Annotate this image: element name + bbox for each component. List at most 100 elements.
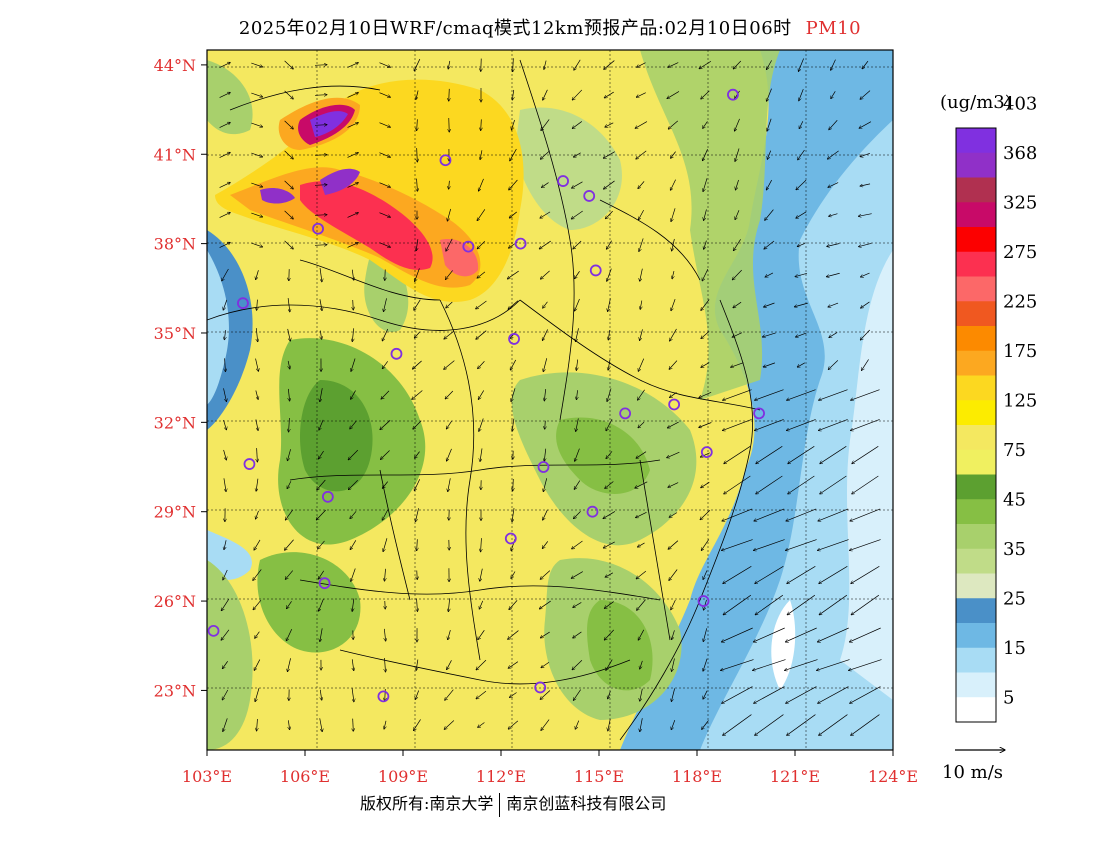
wind-arrow — [640, 688, 643, 702]
wind-arrow — [860, 272, 870, 277]
wind-arrow — [787, 714, 816, 736]
wind-arrow — [318, 540, 325, 549]
wind-arrow — [672, 658, 675, 671]
wind-arrow — [574, 480, 581, 490]
wind-arrow — [669, 512, 678, 518]
wind-arrow — [379, 152, 390, 158]
wind-arrow — [444, 360, 455, 370]
wind-arrow — [640, 718, 643, 732]
wind-arrow — [317, 479, 326, 490]
wind-arrow — [755, 714, 784, 736]
colorbar-swatch — [956, 672, 996, 698]
wind-arrow — [753, 627, 785, 642]
taiwan — [771, 600, 796, 690]
wind-arrow — [752, 659, 786, 671]
footer-right: 南京创蓝科技有限公司 — [506, 794, 667, 813]
wind-arrow — [798, 58, 804, 72]
wind-arrow — [219, 92, 231, 98]
green-south-east-dark — [587, 600, 653, 691]
wind-arrow — [606, 418, 613, 431]
lat-label: 35°N — [154, 324, 196, 343]
wind-arrow — [319, 419, 324, 430]
wind-arrow — [636, 150, 647, 159]
wind-arrow — [288, 360, 290, 369]
wind-arrow — [603, 151, 615, 159]
wind-arrow — [754, 419, 784, 430]
wind-arrow — [635, 512, 647, 517]
wind-arrow — [797, 243, 805, 246]
wind-arrow — [254, 539, 261, 550]
station-marker — [586, 505, 599, 518]
wind-arrow — [704, 240, 707, 250]
wind-arrow — [478, 630, 485, 640]
colorbar-swatch — [956, 548, 996, 574]
wind-arrow — [849, 539, 881, 551]
wind-arrow — [540, 631, 550, 638]
wind-arrow — [320, 689, 321, 700]
wind-arrow — [446, 301, 453, 308]
wind-arrow — [818, 419, 848, 430]
wind-arrow — [735, 148, 740, 161]
wind-arrow — [223, 569, 228, 580]
footer-separator — [499, 792, 501, 817]
wind-arrow — [637, 389, 645, 400]
wind-arrow — [319, 299, 322, 310]
wind-arrow — [701, 362, 710, 368]
wind-arrow — [347, 243, 359, 248]
wind-arrow — [828, 182, 839, 188]
wind-arrow — [817, 627, 849, 642]
wind-arrow — [509, 179, 518, 190]
wind-arrow — [668, 120, 679, 129]
wind-arrow — [347, 63, 359, 68]
wind-arrow — [734, 118, 740, 131]
wind-arrow — [819, 594, 848, 615]
colorbar-swatch — [956, 623, 996, 649]
wind-arrow — [756, 446, 783, 463]
wind-arrow — [347, 213, 359, 218]
wind-arrow — [381, 390, 390, 399]
wind-arrow — [702, 268, 709, 281]
wind-arrow — [608, 329, 609, 340]
wind-arrow — [284, 60, 294, 69]
wind-arrow — [477, 271, 486, 278]
wind-arrow — [223, 478, 226, 491]
wind-arrow — [670, 179, 676, 191]
wind-arrow — [720, 659, 754, 671]
wind-arrow — [544, 448, 546, 462]
wind-arrow — [417, 178, 418, 192]
wind-arrow — [257, 448, 258, 462]
wind-arrow — [639, 238, 644, 251]
wind-arrow — [819, 566, 848, 583]
wind-arrow — [576, 418, 579, 431]
wind-arrow — [828, 360, 839, 369]
wind-arrow — [704, 209, 707, 220]
wind-arrow — [284, 210, 294, 219]
station-marker — [697, 595, 710, 607]
colorbar-swatch — [956, 647, 996, 673]
wind-arrow — [320, 628, 323, 641]
wind-arrow — [284, 120, 294, 129]
wind-arrow — [667, 451, 680, 458]
wind-arrow — [607, 388, 612, 401]
wind-arrow — [223, 419, 227, 430]
wind-arrow — [574, 59, 581, 70]
station-marker — [312, 222, 324, 235]
title-pollutant: PM10 — [805, 18, 862, 39]
west-light — [207, 250, 229, 405]
wind-arrow — [722, 508, 753, 521]
station-marker — [318, 577, 331, 590]
wind-arrow — [447, 660, 452, 669]
wind-arrow — [222, 689, 229, 700]
wind-arrow — [479, 600, 484, 609]
wind-arrow — [608, 719, 611, 731]
station-marker — [583, 190, 596, 202]
wind-arrow — [636, 62, 646, 68]
wind-arrow — [347, 153, 359, 158]
colorbar-swatch — [956, 326, 996, 352]
wind-arrow — [287, 481, 292, 488]
wind-arrow — [318, 570, 325, 579]
wind-arrow — [733, 60, 742, 69]
wind-arrow — [820, 475, 847, 494]
wind-arrow — [288, 720, 289, 729]
wind-arrow — [637, 599, 646, 611]
